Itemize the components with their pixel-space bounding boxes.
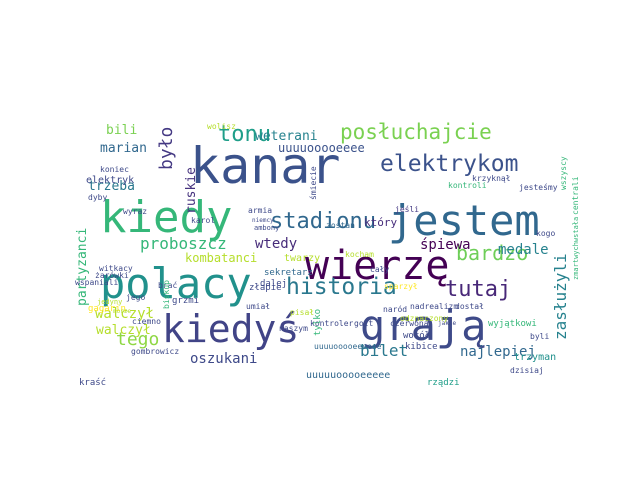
cloud-word: wokół (403, 330, 430, 341)
cloud-word: śpiewa (420, 237, 471, 253)
cloud-word: sparzył (384, 282, 418, 291)
cloud-word: karol (191, 216, 215, 225)
cloud-word: marian (100, 141, 147, 156)
cloud-word: ciemno (132, 317, 161, 326)
cloud-word: złapie (249, 283, 282, 293)
cloud-word: wyjątkowi (488, 319, 537, 329)
cloud-word: kiedy (100, 192, 232, 243)
cloud-word: czerwona (390, 319, 429, 328)
cloud-word: oszukani (190, 351, 257, 367)
cloud-word: weterani (255, 129, 318, 144)
cloud-word: witkacy (99, 264, 133, 273)
cloud-word: umiał (246, 302, 270, 311)
cloud-word: bilet (360, 341, 408, 360)
cloud-word: bili (106, 123, 137, 138)
cloud-word: ruskie (184, 167, 199, 214)
cloud-word: tutaj (445, 277, 511, 302)
cloud-word: najlepiej (460, 344, 536, 360)
cloud-word: wyraz (123, 207, 147, 216)
cloud-word: tego (116, 329, 159, 350)
cloud-word: dostał (455, 302, 484, 311)
cloud-word: kontroli (448, 181, 487, 190)
cloud-word: gombrowicz (131, 347, 179, 356)
cloud-word: wspaniali (75, 278, 119, 287)
cloud-word: historia (286, 274, 397, 300)
cloud-word: wierzę (305, 243, 450, 289)
cloud-word: naród (383, 304, 407, 314)
cloud-word: krzyknął (472, 174, 511, 183)
cloud-word: gagarin (88, 304, 126, 314)
cloud-word: proboszcz (140, 234, 227, 253)
cloud-word: wolisz (207, 122, 236, 131)
cloud-word: który (364, 216, 397, 229)
cloud-word: grają (360, 301, 486, 350)
cloud-word: twarzy (284, 253, 320, 264)
cloud-word: kontroler (310, 319, 354, 328)
cloud-word: uuuuooooeeeeee (314, 342, 382, 351)
cloud-word: biskup (162, 280, 171, 309)
cloud-word: byli (530, 332, 549, 341)
cloud-word: partyzanci (75, 228, 90, 306)
cloud-word: śmiecie (308, 166, 318, 200)
cloud-word: bardzo (456, 241, 528, 265)
cloud-word: trzeba (88, 179, 135, 194)
cloud-word: jeśli (395, 204, 419, 214)
cloud-word: stadionu (270, 209, 376, 234)
cloud-word: koniec (100, 165, 129, 174)
cloud-word: jesteśmy (519, 182, 558, 192)
cloud-word: brać (158, 280, 177, 290)
cloud-word: jestem (388, 196, 540, 245)
cloud-word: jedyny (97, 298, 122, 306)
cloud-word: zostań (326, 221, 355, 230)
cloud-word: armia (248, 206, 272, 215)
cloud-word: elektrykom (380, 151, 518, 177)
cloud-word: kraść (79, 377, 106, 388)
cloud-word: kiedyś (162, 307, 299, 351)
cloud-word: dzisiaj (510, 366, 544, 375)
cloud-word: kombatanci (185, 251, 257, 265)
cloud-word: zmartwychwstała (572, 217, 580, 280)
cloud-word: niemcy (252, 217, 274, 224)
cloud-word: walczył (95, 306, 154, 322)
cloud-word: jakie (438, 320, 456, 327)
cloud-word: było (156, 127, 177, 170)
cloud-word: dalej (260, 279, 287, 289)
cloud-word: walczył (96, 323, 151, 338)
cloud-word: ambony (254, 224, 279, 232)
cloud-word: trzyman (514, 352, 556, 363)
cloud-word: kanar (190, 137, 341, 195)
cloud-word: tylko (313, 309, 323, 336)
cloud-word: centrali (571, 176, 580, 215)
cloud-word: wszyscy (559, 156, 568, 190)
cloud-word: elektryk (86, 175, 134, 186)
cloud-word: naszym (279, 324, 308, 333)
cloud-word: kogo (536, 229, 555, 238)
cloud-word: nadrealizm (410, 302, 458, 311)
cloud-word: rządzi (427, 378, 460, 388)
cloud-word: tonu (218, 122, 271, 147)
cloud-word: sekretarz (264, 268, 313, 278)
cloud-word: cały (370, 265, 389, 274)
cloud-word: odznaczony (400, 314, 448, 323)
cloud-word: medale (498, 242, 549, 258)
cloud-word: jego (126, 293, 145, 302)
cloud-word: uuuuooooeeee (278, 141, 365, 155)
cloud-word: gott (354, 319, 373, 328)
cloud-word: wtedy (255, 236, 297, 252)
cloud-word: polacy (100, 259, 252, 308)
cloud-word: pisał (290, 308, 314, 317)
cloud-word: zasłużyli (551, 253, 570, 340)
cloud-word: kocham (345, 250, 374, 259)
cloud-word: uuuuuooooeeeee (306, 370, 390, 381)
cloud-word: posłuchajcie (340, 120, 492, 144)
cloud-word: dyby (88, 193, 107, 202)
cloud-word: grzmi (172, 296, 199, 306)
cloud-word: żarówki (95, 270, 129, 280)
cloud-word: kibice (405, 342, 438, 352)
cloud-word: morze (113, 308, 131, 315)
